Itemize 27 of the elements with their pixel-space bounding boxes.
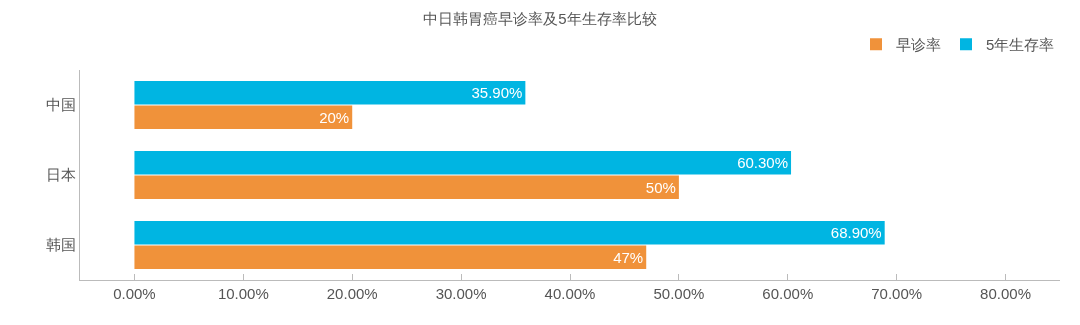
data-label: 60.30% (737, 154, 789, 172)
x-tick-label: 60.00% (762, 285, 814, 302)
x-tick-label: 10.00% (217, 285, 269, 302)
y-tick-label: 韩国 (46, 236, 76, 254)
y-tick-label: 中国 (46, 96, 76, 114)
x-tick-label: 50.00% (653, 285, 705, 302)
x-tick-label: 0.00% (113, 285, 156, 302)
bar (134, 221, 885, 245)
bar (134, 175, 679, 199)
data-label: 35.90% (471, 84, 523, 102)
x-tick-label: 70.00% (871, 285, 923, 302)
legend-label: 早诊率 (896, 36, 941, 54)
data-label: 50% (645, 178, 676, 196)
x-tick-label: 20.00% (326, 285, 378, 302)
bar (134, 105, 353, 129)
data-label: 47% (613, 248, 644, 266)
data-label: 20% (319, 108, 350, 126)
chart-title: 中日韩胃癌早诊率及5年生存率比较 (423, 9, 657, 27)
y-tick-label: 日本 (46, 166, 76, 184)
x-tick-label: 40.00% (544, 285, 596, 302)
bar (134, 151, 792, 175)
x-tick-label: 80.00% (980, 285, 1031, 302)
bar (134, 245, 647, 269)
legend-label: 5年生存率 (986, 36, 1055, 54)
bar (134, 81, 526, 105)
x-tick-label: 30.00% (435, 285, 487, 302)
data-label: 68.90% (830, 224, 882, 242)
